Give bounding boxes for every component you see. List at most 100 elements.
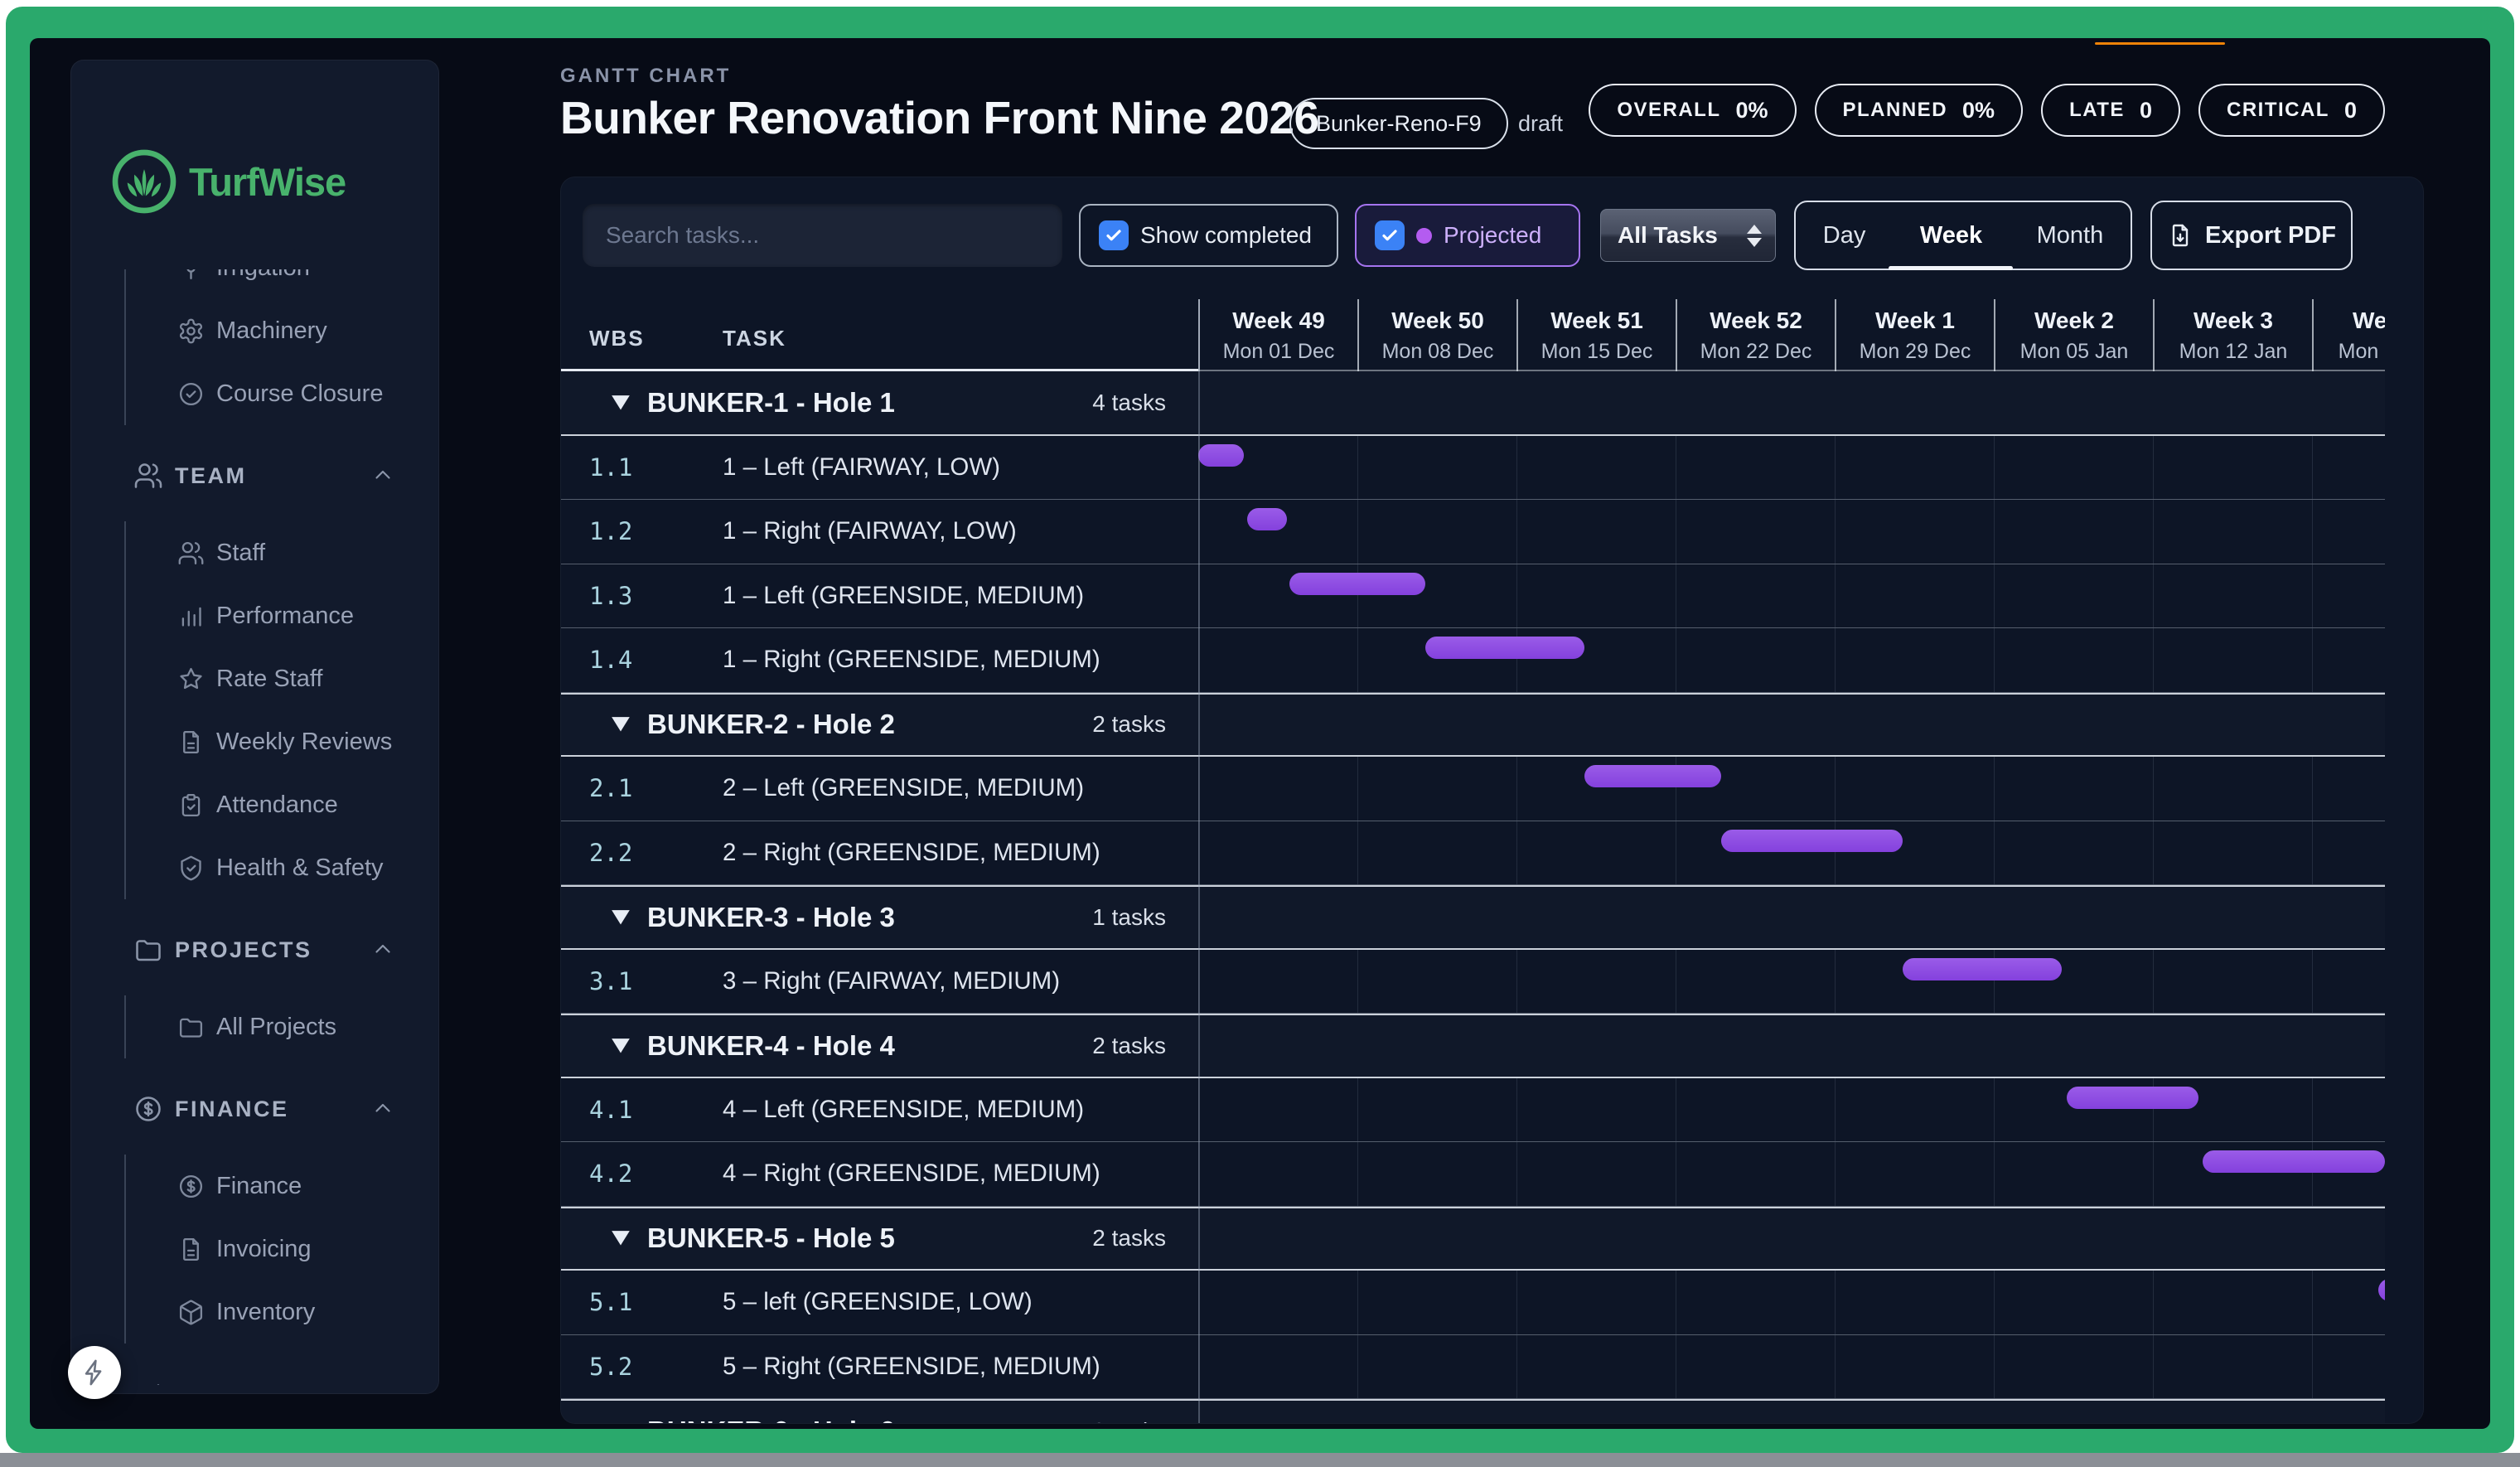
- sidebar-item-finance[interactable]: Finance: [177, 1155, 438, 1218]
- stat-pill-late: LATE 0: [2041, 84, 2180, 137]
- collapse-triangle-icon: [610, 1422, 631, 1423]
- sidebar-item-course-closure[interactable]: Course Closure: [177, 362, 438, 425]
- week-label: Week 3: [2194, 307, 2273, 333]
- active-view-underline: [1889, 266, 2013, 270]
- task-timeline: [1198, 1271, 2385, 1334]
- task-row-1.3: 1.3 1 – Left (GREENSIDE, MEDIUM): [561, 564, 2385, 628]
- gantt-bar-1.4[interactable]: [1425, 637, 1585, 659]
- sidebar-item-label: Course Closure: [216, 380, 384, 407]
- gantt-bar-1.1[interactable]: [1198, 443, 1244, 467]
- bar-chart-icon: [177, 603, 205, 630]
- task-filter-select[interactable]: All Tasks: [1600, 209, 1776, 262]
- gantt-bar-1.2[interactable]: [1246, 508, 1287, 530]
- sidebar-section-label: TEAM: [175, 462, 247, 488]
- week-start-date: Mon 29 Dec: [1859, 339, 1971, 363]
- check-circle-icon: [177, 380, 205, 408]
- page-title: Bunker Renovation Front Nine 2026: [560, 92, 1319, 143]
- week-label: Week 1: [1875, 307, 1955, 333]
- sidebar-item-rate-staff[interactable]: Rate Staff: [177, 647, 438, 710]
- group-row-bunker-1-hole-1[interactable]: BUNKER-1 - Hole 1 4 tasks: [561, 371, 2385, 436]
- sidebar-section-insights[interactable]: INSIGHTS: [71, 1363, 438, 1385]
- gantt-bar-3.1[interactable]: [1903, 957, 2063, 980]
- group-row-bunker-2-hole-2[interactable]: BUNKER-2 - Hole 2 2 tasks: [561, 692, 2385, 757]
- stat-value: 0%: [1962, 97, 1995, 123]
- gantt-bar-4.2[interactable]: [2203, 1150, 2385, 1173]
- group-title: BUNKER-4 - Hole 4: [647, 1029, 895, 1061]
- stat-label: OVERALL: [1617, 99, 1721, 121]
- sidebar-item-staff[interactable]: Staff: [177, 521, 438, 584]
- week-column-header: Week 52 Mon 22 Dec: [1676, 299, 1835, 371]
- gantt-bar-2.1[interactable]: [1584, 765, 1721, 787]
- sidebar-sublist: Finance Invoicing Inventory: [124, 1155, 438, 1344]
- sidebar-section-finance[interactable]: FINANCE: [71, 1077, 438, 1140]
- week-column-header: Week 4 Mon 19 Jan: [2312, 299, 2385, 371]
- gantt-bar-4.1[interactable]: [2066, 1086, 2198, 1109]
- week-start-date: Mon 01 Dec: [1222, 339, 1335, 363]
- task-wbs: 5.2: [589, 1352, 633, 1381]
- projected-toggle[interactable]: Projected: [1355, 204, 1580, 267]
- task-row-2.2: 2.2 2 – Right (GREENSIDE, MEDIUM): [561, 821, 2385, 885]
- sidebar-section-team[interactable]: TEAM: [71, 444, 438, 507]
- chevron-up-icon: [370, 937, 395, 962]
- group-row-bunker-4-hole-4[interactable]: BUNKER-4 - Hole 4 2 tasks: [561, 1014, 2385, 1078]
- sidebar-item-inventory[interactable]: Inventory: [177, 1281, 438, 1344]
- export-pdf-button[interactable]: Export PDF: [2150, 201, 2353, 270]
- task-timeline: [1198, 757, 2385, 821]
- search-input[interactable]: [583, 204, 1062, 267]
- app-screen: TurfWise Irrigation Machinery Course Closu…: [30, 38, 2490, 1429]
- task-row-3.1: 3.1 3 – Right (FAIRWAY, MEDIUM): [561, 949, 2385, 1014]
- task-timeline: [1198, 821, 2385, 884]
- sidebar-item-label: All Projects: [216, 1013, 337, 1040]
- sidebar-item-health-safety[interactable]: Health & Safety: [177, 836, 438, 899]
- checkbox-checked-icon: [1099, 220, 1129, 250]
- sidebar-item-machinery[interactable]: Machinery: [177, 299, 438, 362]
- gantt-table-header: WBS TASK Week 49 Mon 01 Dec Week 50 Mon 08 …: [561, 299, 2385, 371]
- bar-chart-icon: [133, 1379, 163, 1385]
- task-timeline: [1198, 628, 2385, 692]
- week-start-date: Mon 08 Dec: [1381, 339, 1494, 363]
- group-row-bunker-3-hole-3[interactable]: BUNKER-3 - Hole 3 1 tasks: [561, 885, 2385, 950]
- quick-action-button[interactable]: [68, 1346, 121, 1399]
- week-column-header: Week 51 Mon 15 Dec: [1516, 299, 1676, 371]
- gantt-bar-5.1[interactable]: [2377, 1279, 2385, 1301]
- task-row-5.2: 5.2 5 – Right (GREENSIDE, MEDIUM): [561, 1334, 2385, 1399]
- folder-icon: [133, 935, 163, 965]
- collapse-triangle-icon: [610, 1229, 631, 1247]
- header-underline: [1198, 370, 2385, 371]
- group-row-bunker-6-hole-6[interactable]: BUNKER-6 - Hole 6 2 tasks: [561, 1399, 2385, 1423]
- task-wbs: 1.1: [589, 453, 633, 482]
- sidebar-section-projects[interactable]: PROJECTS: [71, 918, 438, 981]
- task-wbs: 2.2: [589, 838, 633, 867]
- week-column-header: Week 49 Mon 01 Dec: [1198, 299, 1357, 371]
- stats-row: OVERALL 0% PLANNED 0% LATE 0 CRITICAL 0: [1589, 84, 2385, 137]
- sidebar-item-weekly-reviews[interactable]: Weekly Reviews: [177, 710, 438, 773]
- group-title: BUNKER-3 - Hole 3: [647, 901, 895, 932]
- sidebar-item-all-projects[interactable]: All Projects: [177, 995, 438, 1058]
- task-label: 3 – Right (FAIRWAY, MEDIUM): [723, 966, 1061, 995]
- view-tab-month[interactable]: Month: [2036, 221, 2104, 249]
- week-label: Week 2: [2034, 307, 2114, 333]
- task-label: 5 – Right (GREENSIDE, MEDIUM): [723, 1352, 1100, 1380]
- view-tab-day[interactable]: Day: [1822, 221, 1866, 249]
- sprinkler-icon: [177, 269, 205, 282]
- chevron-up-icon: [370, 1097, 395, 1121]
- task-timeline: [1198, 435, 2385, 499]
- task-wbs: 1.2: [589, 517, 633, 546]
- sidebar-item-label: Staff: [216, 539, 266, 566]
- show-completed-toggle[interactable]: Show completed: [1079, 204, 1338, 267]
- app-name: TurfWise: [189, 159, 346, 204]
- task-row-1.4: 1.4 1 – Right (GREENSIDE, MEDIUM): [561, 628, 2385, 693]
- green-frame: TurfWise Irrigation Machinery Course Closu…: [6, 7, 2514, 1453]
- sidebar-item-irrigation[interactable]: Irrigation: [177, 269, 438, 299]
- stat-value: 0: [2343, 97, 2357, 123]
- view-tab-week[interactable]: Week: [1919, 221, 1983, 249]
- app-logo[interactable]: TurfWise: [109, 147, 346, 216]
- group-row-bunker-5-hole-5[interactable]: BUNKER-5 - Hole 5 2 tasks: [561, 1206, 2385, 1271]
- week-label: Week 52: [1710, 307, 1802, 333]
- group-task-count: 1 tasks: [1092, 903, 1166, 930]
- gantt-bar-2.2[interactable]: [1720, 829, 1903, 852]
- gantt-bar-1.3[interactable]: [1289, 572, 1426, 595]
- sidebar-item-performance[interactable]: Performance: [177, 584, 438, 647]
- sidebar-item-attendance[interactable]: Attendance: [177, 773, 438, 836]
- sidebar-item-invoicing[interactable]: Invoicing: [177, 1218, 438, 1281]
